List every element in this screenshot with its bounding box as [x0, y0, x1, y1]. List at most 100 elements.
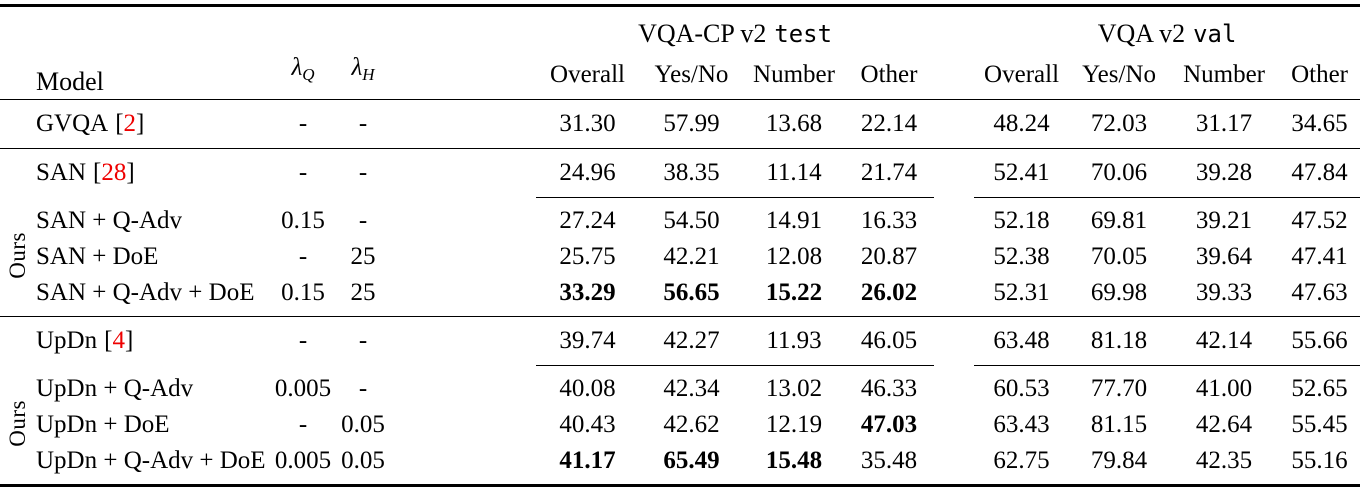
- citation-link[interactable]: 28: [101, 159, 127, 187]
- cp-yesno-cell: 42.34: [663, 375, 720, 402]
- spacer: [386, 51, 536, 100]
- cp-other-cell: 20.87: [860, 243, 918, 270]
- cp-other-cell: 16.33: [860, 207, 918, 234]
- table-body: GVQA [2] - - 31.30 57.99 13.68 22.14 48.2…: [0, 99, 1360, 486]
- cp-number-cell: 15.48: [765, 447, 823, 474]
- group-title-vqacp-serif: VQA-CP v2: [638, 19, 767, 48]
- lambda-h-cell: -: [358, 206, 368, 234]
- model-name: UpDn: [36, 327, 98, 355]
- header-group-row: Model VQA-CP v2 test VQA v2 val: [0, 5, 1360, 100]
- v2-yesno-cell: 81.18: [1069, 316, 1170, 366]
- cp-number-cell: 11.14: [744, 148, 844, 198]
- lambda-q-cell: 0.15: [281, 206, 325, 234]
- cp-yesno-cell: 65.49: [663, 447, 720, 474]
- table-row-san-qadv-doe: SAN + Q-Adv + DoE 0.15 25 33.29 56.65 15…: [0, 275, 1360, 317]
- results-table: Model VQA-CP v2 test VQA v2 val λ Q λH Over…: [0, 4, 1360, 487]
- model-name-cell: SAN + Q-Adv + DoE: [36, 275, 266, 317]
- lambda-h-subscript: H: [362, 65, 375, 84]
- citation-link[interactable]: 2: [123, 110, 137, 137]
- cp-yesno-header: Yes/No: [639, 51, 744, 100]
- spacer: [386, 407, 536, 443]
- spacer: [934, 239, 974, 275]
- group-title-vqav2-serif: VQA v2: [1097, 19, 1186, 48]
- spacer: [934, 317, 974, 366]
- spacer: [386, 275, 536, 317]
- cp-other-cell: 21.74: [844, 148, 935, 198]
- model-name-cell: UpDn + Q-Adv + DoE: [36, 443, 266, 486]
- cp-other-header: Other: [844, 51, 935, 100]
- lambda-h-cell: 25: [340, 275, 386, 317]
- cite-bracket-open: [: [115, 110, 124, 137]
- v2-overall-cell: 52.41: [974, 148, 1070, 198]
- spacer: [386, 149, 536, 198]
- v2-yesno-cell: 69.98: [1069, 275, 1170, 317]
- cp-other-cell: 46.33: [860, 375, 918, 402]
- lambda-q-cell: 0.15: [266, 275, 340, 317]
- v2-yesno-cell: 79.84: [1090, 447, 1148, 474]
- v2-overall-cell: 63.43: [993, 411, 1050, 438]
- spacer: [386, 99, 536, 149]
- cite-bracket-open: [: [93, 159, 102, 187]
- cp-overall-cell: 40.43: [559, 411, 616, 438]
- lambda-h-cell: 25: [350, 243, 376, 270]
- model-name-cell: SAN + DoE: [36, 239, 266, 275]
- v2-number-cell: 42.35: [1195, 447, 1253, 474]
- cp-overall-cell: 40.08: [559, 375, 616, 402]
- spacer: [934, 149, 974, 198]
- cp-number-cell: 12.19: [765, 411, 823, 438]
- spacer: [934, 366, 974, 408]
- v2-number-header: Number: [1169, 51, 1280, 100]
- v2-overall-cell: 60.53: [993, 375, 1050, 402]
- cp-other-cell: 26.02: [844, 275, 935, 317]
- citation-link[interactable]: 4: [112, 327, 125, 355]
- v2-overall-cell: 48.24: [974, 99, 1070, 149]
- lambda-q-subscript: Q: [302, 65, 315, 84]
- model-name: GVQA: [36, 110, 109, 137]
- v2-other-header: Other: [1279, 51, 1360, 100]
- v2-other-cell: 47.63: [1279, 275, 1360, 317]
- model-name: SAN: [36, 159, 87, 187]
- table-row-san: SAN [28] - - 24.96 38.35 11.14 21.74 52.4…: [0, 148, 1360, 198]
- model-name: UpDn + DoE: [36, 411, 170, 438]
- model-name: UpDn + Q-Adv: [36, 374, 194, 402]
- cp-number-cell: 11.93: [744, 316, 844, 366]
- ours-column-spacer: [0, 149, 36, 198]
- lambda-q-cell: 0.005: [274, 447, 332, 474]
- v2-other-cell: 55.45: [1291, 411, 1348, 438]
- cp-yesno-cell: 54.50: [663, 207, 720, 234]
- spacer: [934, 275, 975, 317]
- lambda-h-header: λH: [340, 51, 386, 100]
- v2-yesno-cell: 81.15: [1090, 411, 1148, 438]
- group-title-vqav2-mono: val: [1193, 20, 1237, 48]
- empty-header-cell: [266, 6, 340, 52]
- cp-overall-header: Overall: [536, 51, 639, 100]
- v2-overall-cell: 52.18: [993, 207, 1050, 234]
- spacer: [386, 6, 536, 52]
- lambda-q-cell: -: [298, 327, 308, 355]
- cite-bracket-open: [: [104, 327, 113, 355]
- v2-number-cell: 39.33: [1169, 275, 1280, 317]
- table-header: Model VQA-CP v2 test VQA v2 val λ Q λH Over…: [0, 5, 1360, 100]
- spacer: [934, 198, 974, 240]
- spacer: [934, 99, 975, 149]
- cp-number-cell: 12.08: [765, 243, 823, 270]
- cp-overall-cell: 25.75: [559, 243, 616, 270]
- v2-overall-cell: 62.75: [993, 447, 1050, 474]
- ours-column-header-spacer: [0, 5, 36, 100]
- table-row-updn-qadv: Ours UpDn + Q-Adv 0.005 - 40.08 42.34 13…: [0, 366, 1360, 447]
- model-name-cell: UpDn [4]: [36, 317, 266, 366]
- spacer: [934, 6, 974, 52]
- cp-number-cell: 15.22: [744, 275, 844, 317]
- cp-overall-cell: 41.17: [559, 447, 616, 474]
- v2-number-cell: 39.64: [1195, 243, 1253, 270]
- cite-bracket-close: ]: [126, 159, 135, 187]
- lambda-q-cell: -: [298, 243, 308, 270]
- lambda-h-cell: -: [358, 159, 368, 187]
- lambda-q-cell: 0.005: [274, 374, 332, 402]
- lambda-h-cell: -: [358, 327, 368, 355]
- cp-other-cell: 22.14: [844, 99, 935, 149]
- lambda-symbol: λ: [351, 54, 363, 81]
- v2-yesno-header: Yes/No: [1069, 51, 1170, 100]
- spacer: [386, 366, 536, 408]
- v2-number-cell: 39.21: [1195, 207, 1253, 234]
